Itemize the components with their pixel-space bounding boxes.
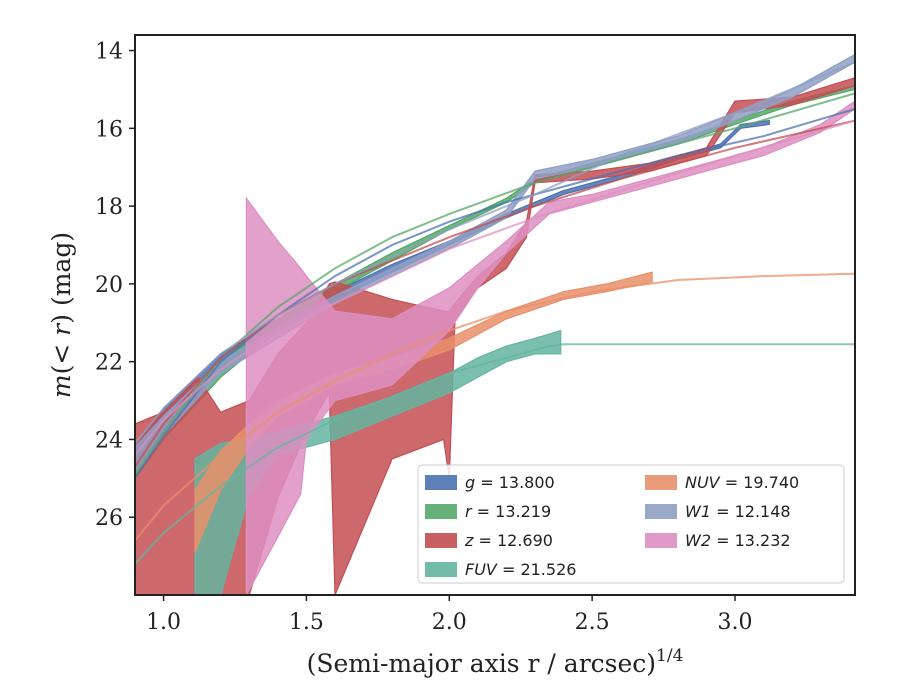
y-tick-label: 16: [95, 117, 123, 142]
x-tick-label: 2.0: [432, 610, 467, 635]
legend-swatch-r: [425, 504, 457, 519]
legend: g = 13.800 r = 13.219 z = 12.690 FUV = 21.5…: [417, 464, 845, 584]
legend-box: [417, 464, 845, 584]
series-model-W1: [135, 61, 855, 444]
y-axis-label: m(< r) (mag): [47, 232, 76, 398]
legend-label-W1: W1 = 12.148: [685, 502, 791, 521]
y-tick-label: 20: [95, 273, 123, 298]
legend-label-W2: W2 = 13.232: [685, 531, 791, 550]
x-tick-label: 1.5: [289, 610, 324, 635]
y-tick-label: 14: [95, 40, 123, 65]
y-tick-label: 18: [95, 195, 123, 220]
y-tick-label: 22: [95, 351, 123, 376]
y-tick-label: 24: [95, 428, 123, 453]
legend-label-NUV: NUV = 19.740: [685, 473, 799, 492]
series-model-g: [135, 107, 855, 479]
plot-frame: [134, 34, 856, 596]
legend-label-z: z = 12.690: [464, 531, 553, 550]
legend-label-FUV: FUV = 21.526: [465, 560, 576, 579]
legend-swatch-z: [425, 533, 457, 548]
x-tick-label: 3.0: [718, 610, 753, 635]
legend-swatch-FUV: [425, 562, 457, 577]
y-axis-ticks: 14 16 18 20 22 24 26: [95, 40, 135, 531]
legend-label-r: r = 13.219: [465, 502, 551, 521]
legend-label-g: g = 13.800: [465, 473, 555, 492]
series-model-NUV: [135, 272, 855, 542]
legend-swatch-NUV: [645, 475, 677, 490]
y-tick-label: 26: [95, 506, 123, 531]
series-areas: [135, 53, 855, 595]
x-axis-label: (Semi-major axis r / arcsec)1/4: [307, 646, 684, 678]
series-model-r: [135, 92, 855, 475]
x-tick-label: 2.5: [575, 610, 610, 635]
legend-swatch-W1: [645, 504, 677, 519]
series-model-lines: [135, 61, 855, 565]
x-axis-ticks: 1.0 1.5 2.0 2.5 3.0: [146, 595, 753, 635]
series-model-FUV: [135, 343, 855, 565]
x-axis-label-exponent: 1/4: [656, 646, 683, 666]
series-model-z: [135, 119, 855, 468]
series-band-W2: [245, 100, 855, 595]
series-model-W2: [135, 119, 855, 456]
legend-items: g = 13.800 r = 13.219 z = 12.690 FUV = 21.5…: [425, 473, 799, 579]
x-tick-label: 1.0: [146, 610, 181, 635]
legend-swatch-W2: [645, 533, 677, 548]
legend-swatch-g: [425, 475, 457, 490]
